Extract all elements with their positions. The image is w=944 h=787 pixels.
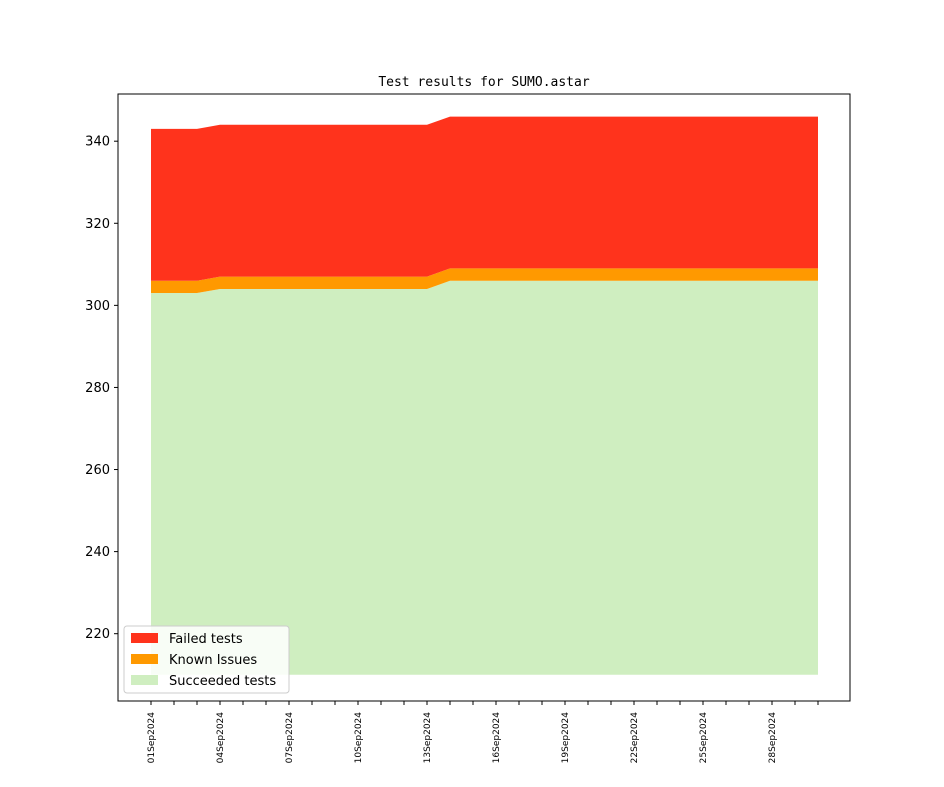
legend-label-failed-tests: Failed tests (169, 632, 243, 647)
y-axis: 220 240 260 280 300 320 340 (85, 135, 118, 642)
x-tick-label: 22Sep2024 (630, 712, 640, 764)
legend: Failed tests Known Issues Succeeded tests (123, 625, 290, 694)
y-tick-label: 320 (85, 217, 110, 232)
chart-title: Test results for SUMO.astar (378, 75, 589, 90)
x-tick-label: 01Sep2024 (147, 712, 157, 764)
x-tick-label: 19Sep2024 (561, 712, 571, 764)
legend-swatch-failed-tests (131, 633, 158, 643)
y-tick-label: 340 (85, 135, 110, 150)
x-tick-label: 13Sep2024 (423, 712, 433, 764)
y-tick-label: 280 (85, 381, 110, 396)
x-tick-label: 10Sep2024 (354, 712, 364, 764)
legend-label-succeeded-tests: Succeeded tests (169, 674, 276, 689)
x-tick-label: 25Sep2024 (699, 712, 709, 764)
legend-label-known-issues: Known Issues (169, 653, 257, 668)
legend-box (123, 625, 290, 694)
y-tick-label: 300 (85, 299, 110, 314)
legend-swatch-known-issues (131, 654, 158, 664)
legend-swatch-succeeded-tests (131, 675, 158, 685)
area-layer (151, 116, 818, 675)
area-succeeded-tests (151, 280, 818, 675)
y-tick-label: 220 (85, 627, 110, 642)
plot-frame (117, 93, 851, 702)
x-tick-label: 04Sep2024 (216, 712, 226, 764)
area-failed-tests (151, 116, 818, 281)
x-axis: 01Sep2024 04Sep2024 07Sep2024 10Sep2024 13Se… (147, 701, 819, 764)
y-tick-label: 240 (85, 545, 110, 560)
y-tick-label: 260 (85, 463, 110, 478)
x-tick-label: 07Sep2024 (285, 712, 295, 764)
x-tick-label: 16Sep2024 (492, 712, 502, 764)
x-tick-label: 28Sep2024 (768, 712, 778, 764)
area-known-issues (151, 268, 818, 294)
